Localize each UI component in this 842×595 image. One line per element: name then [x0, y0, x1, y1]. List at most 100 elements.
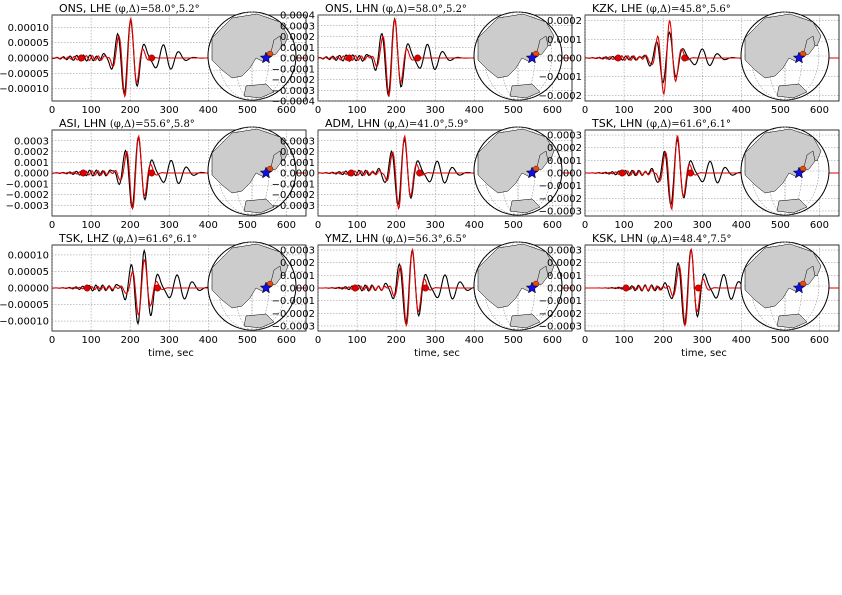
x-tick-label: 600 [810, 335, 829, 346]
epicenter-star-icon [259, 51, 273, 64]
meridian [217, 11, 287, 101]
x-tick-label: 200 [387, 105, 406, 116]
panel-title: KZK, LHE (φ,Δ)=45.8°,5.6° [592, 2, 731, 15]
globe-inset [740, 126, 830, 216]
x-tick-label: 500 [238, 220, 257, 231]
y-tick-label: −0.0003 [272, 201, 315, 212]
waveform-panel: 0 100 200 300 400 500 600 −0.0002 −0.0001 0.0000 0… [539, 2, 840, 116]
x-tick-label: 600 [810, 105, 829, 116]
y-tick-label: 0.00005 [8, 38, 49, 49]
y-tick-label: 0.0003 [547, 131, 582, 142]
y-tick-label: −0.0003 [539, 206, 582, 217]
window-marker [148, 169, 156, 177]
x-tick-label: 0 [582, 220, 588, 231]
x-tick-label: 200 [121, 335, 140, 346]
panel-angles: (φ,Δ)=61.6°,6.1° [112, 234, 197, 245]
x-tick-label: 300 [426, 335, 445, 346]
australia-land [243, 313, 275, 329]
panel-title: KSK, LHN (φ,Δ)=48.4°,7.5° [592, 232, 731, 245]
panel-title: ONS, LHN (φ,Δ)=58.0°,5.2° [325, 2, 467, 15]
x-tick-label: 200 [654, 220, 673, 231]
y-tick-label: 0.0002 [280, 32, 315, 43]
panel-angles: (φ,Δ)=58.0°,5.2° [382, 4, 467, 15]
y-tick-label: 0.0004 [280, 11, 315, 22]
australia-land [776, 198, 808, 214]
y-tick-label: −0.0002 [539, 194, 582, 205]
globe-inset [207, 241, 297, 331]
x-tick-label: 200 [387, 220, 406, 231]
epicenter-star-icon [259, 281, 273, 294]
waveform-panel: 0 100 200 300 400 500 600−0.0004−0.0003−0.0002… [272, 2, 573, 116]
x-tick-label: 0 [315, 220, 321, 231]
window-marker [83, 284, 91, 292]
x-tick-label: 300 [693, 105, 712, 116]
y-tick-label: −0.0001 [272, 296, 315, 307]
x-tick-label: 100 [82, 335, 101, 346]
epicenter-star-icon [792, 166, 806, 179]
x-tick-label: 200 [387, 335, 406, 346]
y-tick-label: 0.0001 [547, 156, 582, 167]
x-axis-label: time, sec [681, 348, 727, 359]
x-tick-label: 300 [426, 220, 445, 231]
x-tick-label: 0 [315, 335, 321, 346]
x-tick-label: 600 [543, 220, 562, 231]
meridian [750, 241, 820, 331]
epicenter-star-icon [792, 281, 806, 294]
window-marker [79, 169, 87, 177]
y-tick-label: 0.0001 [280, 43, 315, 54]
y-tick-label: 0.0000 [547, 54, 582, 65]
panel-title: ONS, LHE (φ,Δ)=58.0°,5.2° [59, 2, 200, 15]
y-tick-label: −0.0002 [539, 309, 582, 320]
meridian [217, 126, 287, 216]
x-axis-label: time, sec [148, 348, 194, 359]
x-tick-label: 300 [426, 105, 445, 116]
x-tick-label: 500 [504, 220, 523, 231]
y-tick-label: 0.0002 [280, 258, 315, 269]
x-tick-label: 500 [504, 105, 523, 116]
x-tick-label: 100 [82, 220, 101, 231]
y-tick-label: −0.00010 [0, 84, 49, 95]
epicenter-star-icon [525, 51, 539, 64]
y-tick-label: 0.00005 [8, 267, 49, 278]
x-tick-label: 500 [771, 105, 790, 116]
x-tick-label: 400 [732, 335, 751, 346]
globe-inset [207, 11, 297, 101]
x-axis-label: time, sec [414, 348, 460, 359]
x-tick-label: 300 [160, 220, 179, 231]
y-tick-label: 0.0001 [547, 271, 582, 282]
y-tick-label: 0.0000 [280, 169, 315, 180]
y-tick-label: −0.0001 [539, 181, 582, 192]
y-tick-label: 0.00010 [8, 23, 49, 34]
x-tick-label: 400 [199, 220, 218, 231]
panel-angles: (φ,Δ)=41.0°,5.9° [384, 119, 469, 130]
window-marker [416, 169, 424, 177]
y-tick-label: −0.0001 [539, 296, 582, 307]
y-tick-label: 0.0002 [547, 258, 582, 269]
y-tick-label: −0.0004 [272, 97, 315, 108]
x-tick-label: 0 [49, 335, 55, 346]
panel-angles: (φ,Δ)=56.3°,6.5° [382, 234, 467, 245]
y-tick-label: −0.00010 [0, 317, 49, 328]
y-tick-label: 0.0000 [547, 284, 582, 295]
y-tick-label: −0.0003 [272, 321, 315, 332]
x-tick-label: 400 [732, 105, 751, 116]
x-tick-label: 400 [465, 335, 484, 346]
globe-inset [207, 126, 297, 216]
meridian [483, 241, 553, 331]
australia-land [243, 83, 275, 99]
panel-title: TSK, LHN (φ,Δ)=61.6°,6.1° [591, 117, 731, 130]
meridian [750, 11, 820, 101]
x-tick-label: 0 [315, 105, 321, 116]
x-tick-label: 600 [277, 335, 296, 346]
x-tick-label: 600 [543, 105, 562, 116]
epicenter-star-icon [792, 51, 806, 64]
y-tick-label: 0.0001 [14, 158, 49, 169]
epicenter-star-icon [259, 166, 273, 179]
x-tick-label: 400 [732, 220, 751, 231]
x-tick-label: 400 [199, 335, 218, 346]
panel-title: ADM, LHN (φ,Δ)=41.0°,5.9° [325, 117, 469, 130]
globe-inset [473, 11, 563, 101]
panel-angles: (φ,Δ)=58.0°,5.2° [115, 4, 200, 15]
window-marker [614, 54, 622, 62]
x-tick-label: 0 [582, 105, 588, 116]
